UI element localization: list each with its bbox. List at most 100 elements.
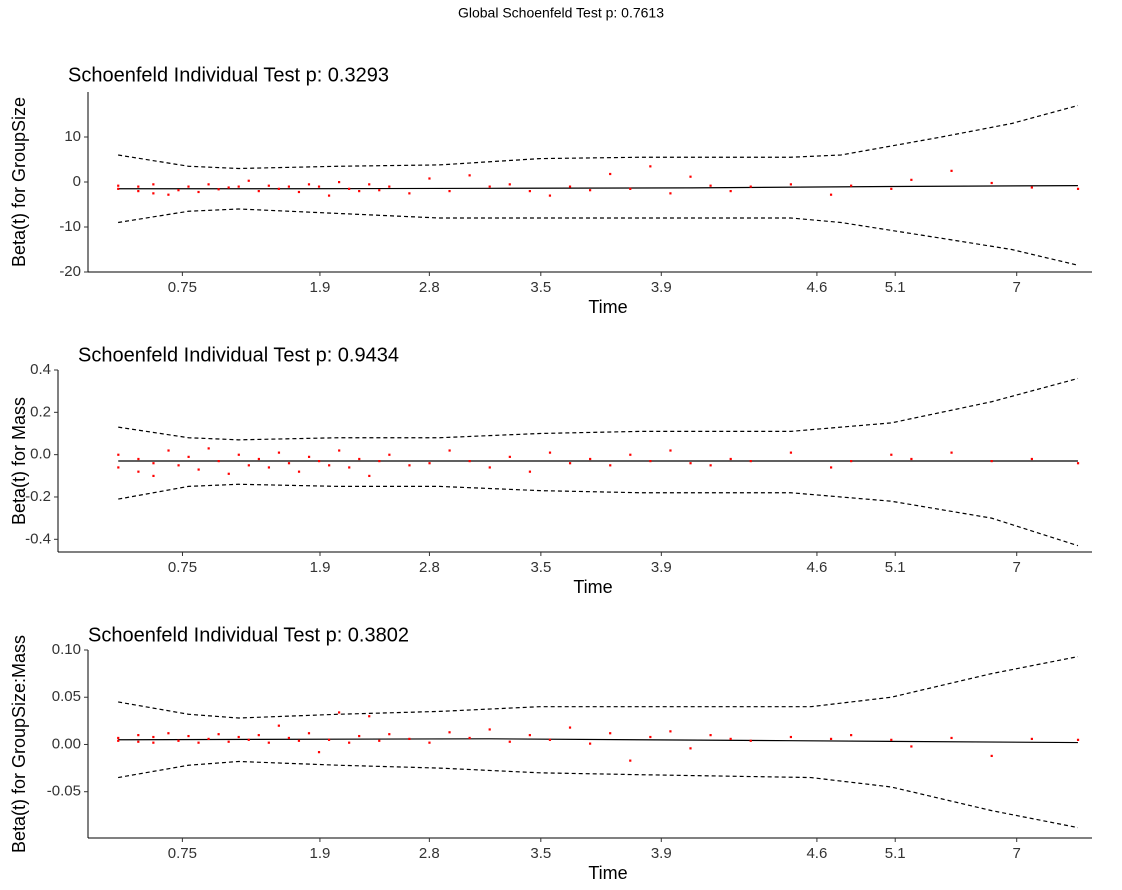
residual-point [548, 451, 552, 454]
x-tick-label: 5.1 [885, 279, 906, 296]
residual-point [318, 460, 321, 463]
residual-point [247, 179, 250, 182]
residual-point [990, 181, 993, 185]
x-tick-label: 3.5 [530, 279, 551, 296]
residual-point [950, 451, 953, 454]
residual-point [152, 192, 155, 195]
figure-title: Global Schoenfeld Test p: 0.7613 [458, 5, 664, 21]
residual-point [207, 737, 210, 741]
y-tick-label: 0.2 [30, 403, 51, 420]
x-tick-label: 7 [1013, 279, 1021, 296]
residual-point [187, 455, 190, 458]
residual-point [990, 754, 993, 758]
residual-point [689, 747, 692, 750]
residual-point [137, 185, 140, 188]
residual-point [910, 745, 913, 748]
residual-point [609, 172, 612, 176]
residual-point [528, 470, 532, 473]
residual-point [749, 460, 752, 463]
x-tick-label: 2.8 [419, 845, 440, 862]
residual-point [408, 464, 411, 467]
residual-point [207, 183, 210, 186]
residual-point [358, 190, 361, 193]
residual-point [378, 460, 381, 463]
residual-point [257, 457, 260, 461]
residual-point [277, 187, 280, 190]
residual-point [358, 457, 361, 461]
residual-point [338, 181, 341, 184]
residual-point [629, 187, 632, 190]
x-tick-label: 5.1 [885, 845, 906, 862]
residual-point [217, 188, 220, 191]
residual-point [508, 455, 511, 458]
x-tick-label: 4.6 [807, 559, 828, 576]
x-tick-label: 1.9 [309, 845, 330, 862]
y-axis-label: Beta(t) for GroupSize:Mass [9, 635, 29, 853]
residual-point [187, 734, 190, 738]
residual-point [237, 185, 240, 188]
residual-point [137, 457, 140, 461]
residual-point [548, 194, 552, 197]
x-tick-label: 0.75 [168, 559, 197, 576]
residual-point [117, 184, 120, 187]
residual-point [267, 741, 270, 744]
residual-point [448, 190, 451, 193]
residual-point [307, 455, 311, 458]
residual-point [177, 464, 180, 467]
residual-point [589, 189, 592, 192]
residual-point [709, 734, 712, 737]
residual-point [689, 175, 692, 178]
y-tick-label: -10 [59, 218, 81, 235]
residual-point [267, 184, 270, 187]
x-tick-label: 2.8 [419, 559, 440, 576]
residual-point [197, 741, 200, 744]
x-tick-label: 1.9 [309, 279, 330, 296]
residual-point [950, 736, 953, 740]
x-tick-label: 1.9 [310, 559, 331, 576]
residual-point [137, 470, 140, 473]
residual-point [669, 449, 672, 452]
residual-point [297, 470, 301, 473]
residual-point [388, 733, 391, 736]
residual-point [428, 462, 431, 465]
y-tick-label: -0.05 [47, 783, 81, 800]
residual-point [287, 462, 291, 465]
x-tick-label: 3.9 [651, 845, 672, 862]
x-tick-label: 4.6 [806, 845, 827, 862]
x-tick-label: 3.9 [651, 559, 672, 576]
residual-point [237, 735, 240, 739]
residual-point [488, 185, 491, 188]
residual-point [378, 739, 381, 742]
y-tick-label: 0.4 [30, 361, 51, 378]
residual-point [850, 734, 853, 737]
residual-point [277, 451, 281, 454]
y-tick-label: -0.2 [25, 488, 51, 505]
residual-point [488, 728, 491, 731]
residual-point [152, 474, 155, 478]
confidence-band [118, 377, 1079, 441]
confidence-band [118, 760, 1079, 829]
residual-point [117, 736, 120, 740]
confidence-band [118, 656, 1079, 719]
residual-point [1030, 457, 1033, 461]
residual-point [117, 739, 120, 742]
residual-point [709, 464, 712, 467]
residual-point [358, 734, 361, 738]
residual-point [1030, 737, 1033, 741]
residual-point [307, 732, 311, 735]
residual-point [327, 738, 331, 741]
residual-point [117, 466, 120, 469]
x-tick-label: 3.5 [530, 845, 551, 862]
residual-point [649, 735, 652, 739]
x-tick-label: 7 [1013, 845, 1021, 862]
residual-point [338, 711, 341, 714]
x-tick-label: 0.75 [168, 279, 197, 296]
residual-point [368, 474, 371, 478]
residual-point [468, 460, 471, 463]
residual-point [227, 186, 230, 189]
y-tick-label: 0 [73, 173, 81, 190]
panel-title: Schoenfeld Individual Test p: 0.3293 [68, 64, 389, 86]
residual-point [589, 457, 592, 461]
residual-point [257, 734, 260, 737]
residual-point [277, 724, 280, 727]
